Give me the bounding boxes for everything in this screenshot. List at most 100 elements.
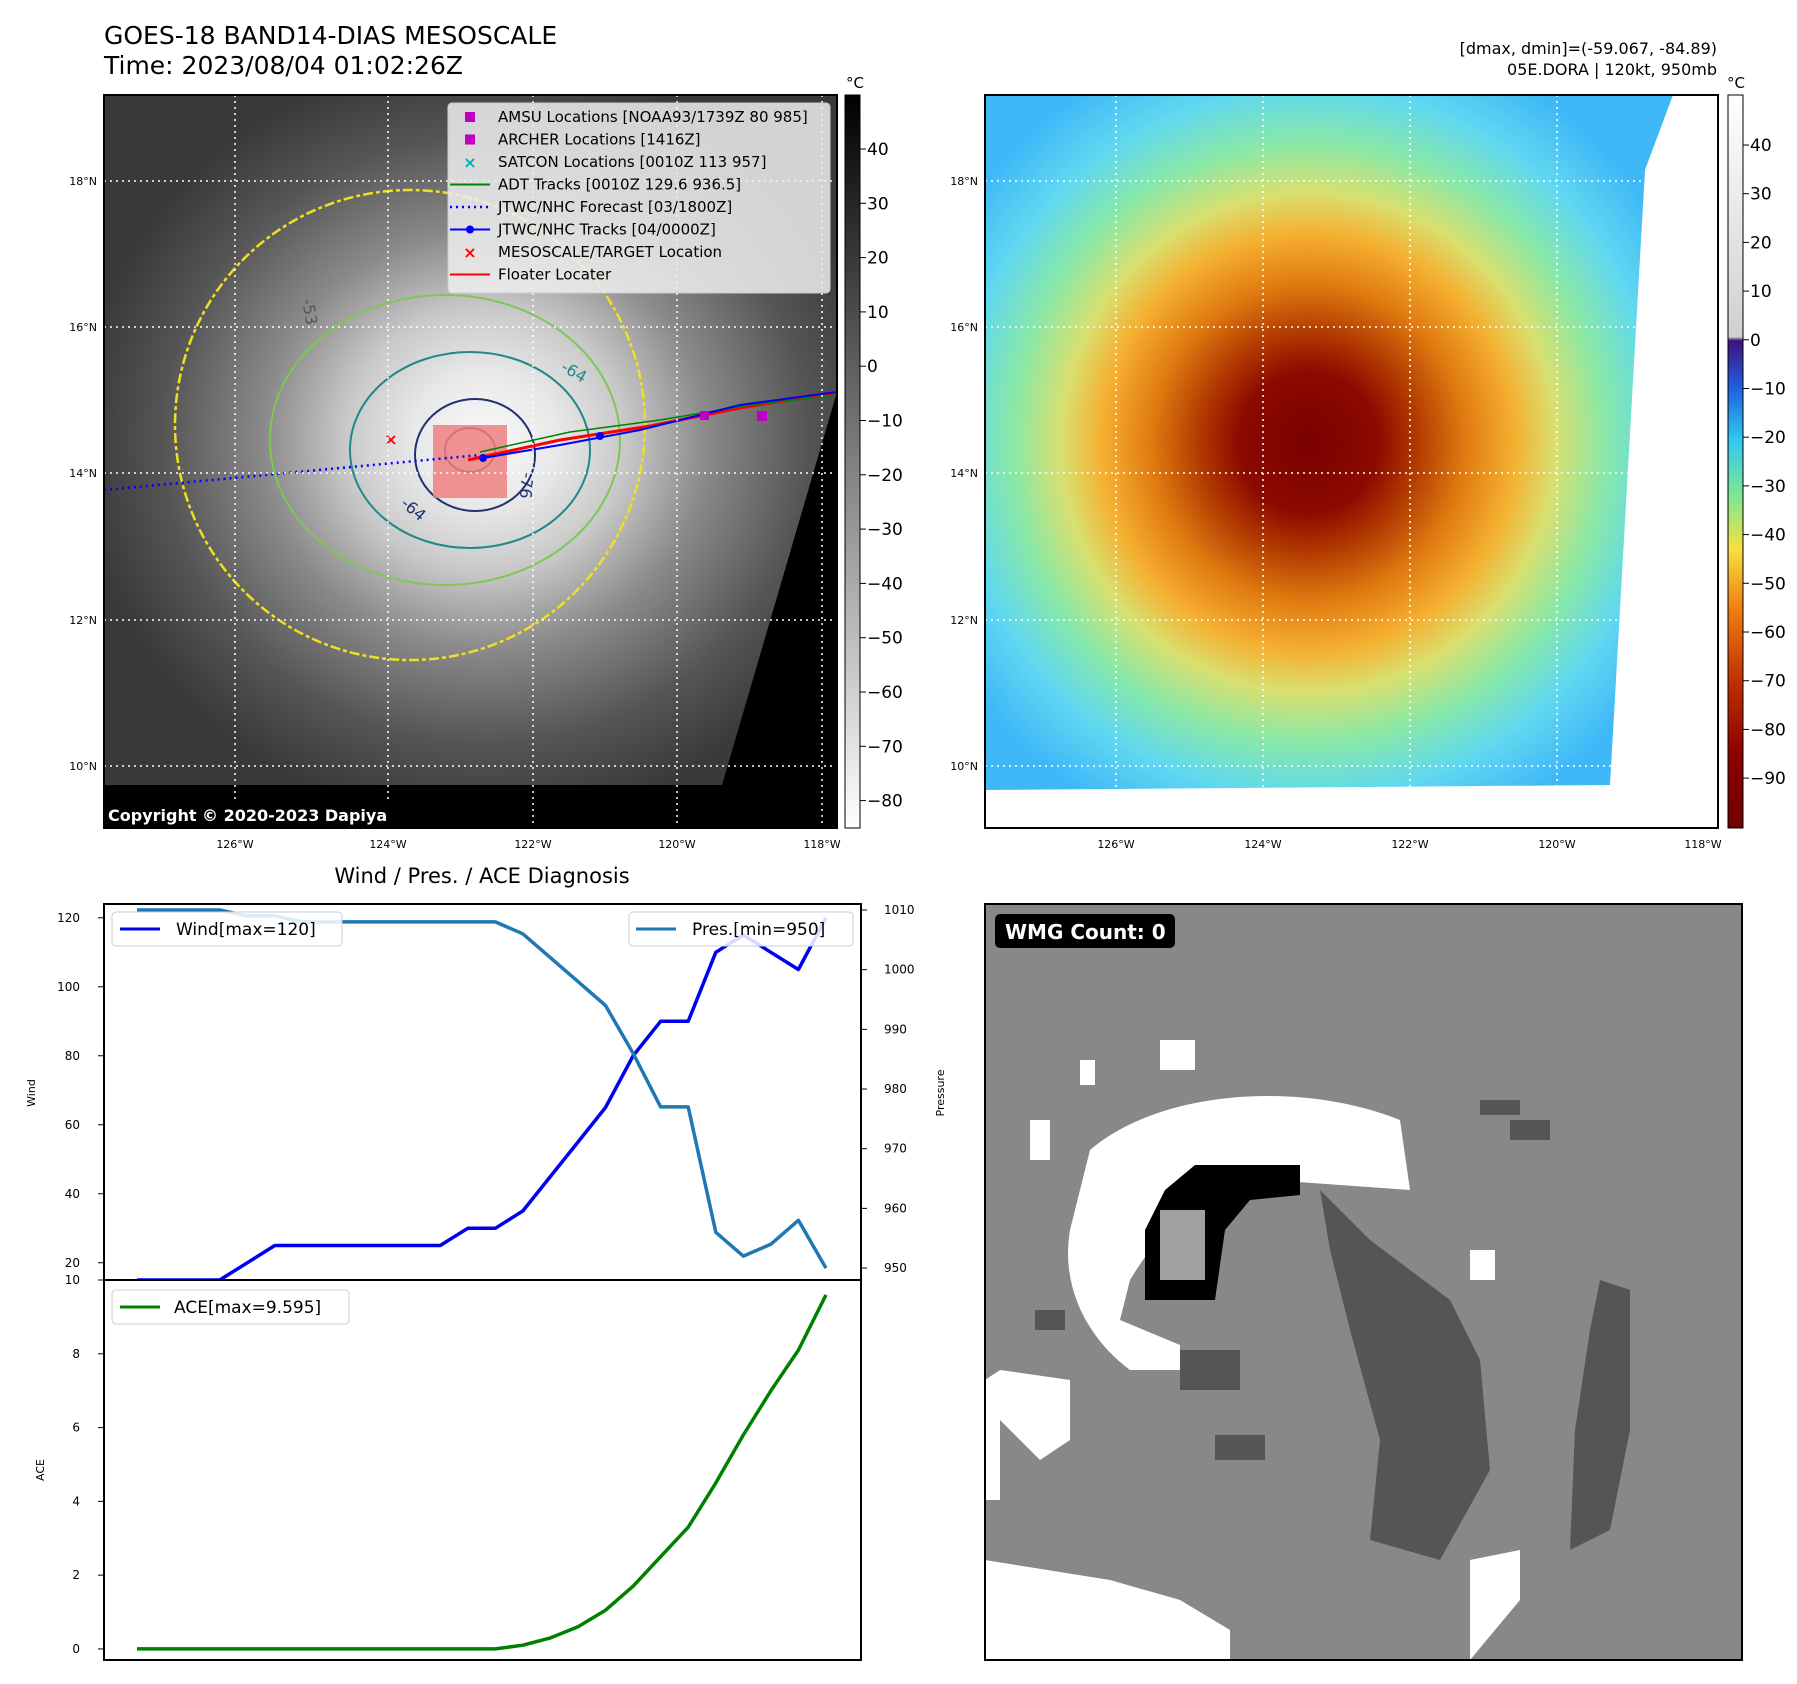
y-tick-label: 4 (72, 1494, 80, 1508)
y-tick-label: 2 (72, 1568, 80, 1582)
left-map-lon-labels: 126°W 124°W 122°W 120°W 118°W (216, 838, 840, 851)
lat-label: 10°N (950, 760, 978, 773)
legend-label: SATCON Locations [0010Z 113 957] (498, 153, 766, 171)
map-legend: AMSU Locations [NOAA93/1739Z 80 985] ARCH… (447, 102, 831, 294)
ace-frame (103, 1279, 862, 1661)
colorbar-tick-label: −10 (867, 412, 903, 432)
wmg-white-region (1068, 1096, 1410, 1370)
color-colorbar (1727, 94, 1744, 829)
colorbar-tick-label: −60 (1750, 623, 1786, 643)
y-tick-label: 950 (884, 1261, 907, 1275)
colorbar-tick-label: 30 (867, 194, 889, 214)
copyright-text: Copyright © 2020-2023 Dapiya (108, 806, 387, 825)
colorbar-tick-label: −50 (1750, 574, 1786, 594)
map-grid (985, 95, 1718, 828)
lon-label: 126°W (1097, 838, 1134, 851)
colorbar-tick-label: −70 (867, 737, 903, 757)
colorbar-tick-label: 0 (867, 357, 878, 377)
y-tick-label: 60 (65, 1118, 80, 1132)
adt-track (479, 394, 837, 453)
diagnosis-title: Wind / Pres. / ACE Diagnosis (334, 864, 629, 888)
lon-label: 124°W (369, 838, 406, 851)
jtwc-nhc-track (482, 391, 837, 459)
colorbar-tick-label: −30 (867, 520, 903, 540)
colorbar-tick-label: 30 (1750, 185, 1772, 205)
legend-marker (465, 112, 475, 122)
legend-marker: × (463, 153, 476, 172)
right-map-lon-labels: 126°W 124°W 122°W 120°W 118°W (1097, 838, 1721, 851)
lat-label: 16°N (950, 321, 978, 334)
wmg-eye (1160, 1210, 1205, 1280)
contour-navy (414, 398, 536, 512)
colorbar-unit: °C (846, 74, 864, 92)
lon-label: 126°W (216, 838, 253, 851)
y-tick-label: 6 (72, 1421, 80, 1435)
lon-label: 120°W (658, 838, 695, 851)
wind-axis-label: Wind (25, 1079, 38, 1107)
lat-label: 12°N (69, 614, 97, 627)
legend-marker: × (463, 243, 476, 262)
colorbar-tick-label: 20 (867, 249, 889, 269)
colorbar-tick-label: −50 (867, 629, 903, 649)
lat-label: 18°N (69, 175, 97, 188)
colorbar-tick-label: −70 (1750, 672, 1786, 692)
contour-label: -53 (298, 297, 321, 326)
colorbar-tick-label: −60 (867, 683, 903, 703)
colorbar-tick-label: −40 (1750, 526, 1786, 546)
archer-location (700, 411, 709, 420)
y-tick-label: 0 (72, 1642, 80, 1656)
legend-label: AMSU Locations [NOAA93/1739Z 80 985] (498, 108, 808, 126)
contour-teal (349, 351, 591, 549)
y-tick-label: 1010 (884, 903, 915, 917)
y-tick-label: 980 (884, 1082, 907, 1096)
lat-label: 12°N (950, 614, 978, 627)
colorbar-tick-label: −90 (1750, 769, 1786, 789)
colorbar-tick-label: −80 (1750, 720, 1786, 740)
wmg-frame (984, 903, 1743, 1661)
wmg-dark-band (1320, 1190, 1490, 1560)
pressure-axis-label: Pressure (934, 1069, 947, 1116)
dmax-dmin-readout: [dmax, dmin]=(-59.067, -84.89) (1460, 39, 1717, 58)
wind-pressure-frame (103, 903, 862, 1281)
colorbar-tick-label: −80 (867, 792, 903, 812)
legend-label: ARCHER Locations [1416Z] (498, 131, 701, 149)
copyright-box: Copyright © 2020-2023 Dapiya (104, 800, 420, 828)
lon-label: 122°W (1391, 838, 1428, 851)
wmg-light-region (985, 1560, 1230, 1660)
colorbar-tick-label: −20 (1750, 428, 1786, 448)
y-tick-label: 8 (72, 1347, 80, 1361)
map-grid (104, 95, 837, 828)
lat-label: 10°N (69, 760, 97, 773)
satellite-swath (985, 95, 1673, 790)
lon-label: 118°W (1684, 838, 1721, 851)
amsu-location (757, 411, 767, 421)
colorbar-tick-label: 40 (867, 140, 889, 160)
y-tick-label: 120 (57, 911, 80, 925)
colorbar-tick-label: 10 (1750, 282, 1772, 302)
legend-label: JTWC/NHC Forecast [03/1800Z] (497, 198, 732, 216)
ace-axis-label: ACE (34, 1459, 47, 1481)
y-tick-label: 960 (884, 1201, 907, 1215)
ir-color-map (985, 95, 1718, 828)
wmg-count-badge (995, 914, 1175, 948)
figure-title: GOES-18 BAND14-DIAS MESOSCALE (104, 21, 557, 50)
wmg-count-label: WMG Count: 0 (1005, 920, 1166, 944)
pressure-legend-label: Pres.[min=950] (692, 920, 825, 940)
colorbar-tick-label: −30 (1750, 477, 1786, 497)
contour-label: -76 (516, 472, 537, 500)
y-tick-label: 100 (57, 980, 80, 994)
wind-legend: Wind[max=120] (111, 911, 343, 947)
legend-marker-dot (466, 225, 474, 234)
y-tick-label: 990 (884, 1022, 907, 1036)
wmg-light-region (1470, 1550, 1520, 1660)
y-tick-label: 970 (884, 1142, 907, 1156)
storm-info: 05E.DORA | 120kt, 950mb (1507, 60, 1717, 79)
pressure-legend: Pres.[min=950] (628, 911, 854, 947)
figure-time: Time: 2023/08/04 01:02:26Z (103, 51, 463, 80)
legend-label: ADT Tracks [0010Z 129.6 936.5] (498, 176, 741, 194)
lat-label: 16°N (69, 321, 97, 334)
legend-label: Floater Locater (498, 266, 612, 284)
legend-label: JTWC/NHC Tracks [04/0000Z] (497, 221, 716, 239)
colorbar-tick-label: 0 (1750, 331, 1761, 351)
